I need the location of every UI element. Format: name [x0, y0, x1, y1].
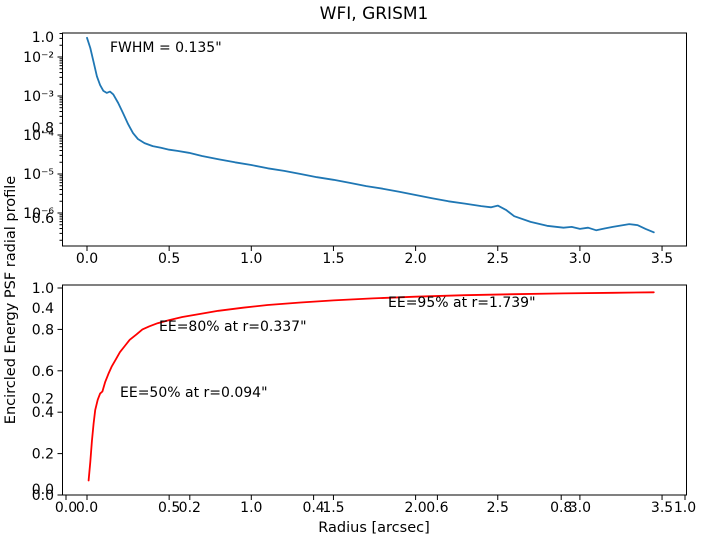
ee-plot-area	[62, 284, 687, 496]
overlay-x-tick-label: 0.6	[426, 500, 448, 516]
overlay-y-tick-label: 0.0	[32, 482, 54, 498]
psf-x-tick-label: 2.0	[404, 251, 426, 267]
ee-x-tick-label: 1.0	[240, 500, 262, 516]
overlay-x-tick-label: 0.4	[302, 500, 324, 516]
fwhm-annotation: FWHM = 0.135"	[110, 40, 222, 56]
overlay-x-tick-label: 0.8	[550, 500, 572, 516]
psf-x-tick-label: 3.0	[569, 251, 591, 267]
ee-x-tick-label: 2.5	[487, 500, 509, 516]
overlay-x-tick-label: 1.0	[674, 500, 696, 516]
axis-ticks: 0.0 0.5 1.0 1.5 2.0 2.5 3.0 3.5 10⁻² 10⁻³ 10⁻⁴ 10⁻⁵…	[23, 30, 696, 516]
psf-y-tick-label: 10⁻⁶	[23, 206, 54, 222]
psf-y-tick-label: 10⁻²	[23, 50, 54, 66]
ee-x-tick-label: 0.5	[158, 500, 180, 516]
ee-x-tick-label: 1.5	[322, 500, 344, 516]
ee-y-tick-label: 0.4	[32, 405, 54, 421]
ee-y-tick-label: 0.6	[32, 364, 54, 380]
ee-x-tick-label: 0.0	[76, 500, 98, 516]
ee-x-tick-label: 3.0	[569, 500, 591, 516]
ee-x-tick-label: 2.0	[404, 500, 426, 516]
chart-title: WFI, GRISM1	[320, 4, 429, 24]
overlay-y-tick-label: 0.6	[32, 211, 54, 227]
ee-y-tick-label: 0.2	[32, 447, 54, 463]
ee50-annotation: EE=50% at r=0.094"	[120, 385, 268, 401]
psf-x-tick-label: 1.0	[240, 251, 262, 267]
psf-plot-area	[62, 32, 687, 247]
overlay-x-tick-label: 0.0	[55, 500, 77, 516]
psf-y-tick-label: 10⁻⁴	[23, 128, 54, 144]
ee-y-tick-label: 0.8	[32, 322, 54, 338]
x-axis-label: Radius [arcsec]	[318, 520, 430, 536]
psf-y-tick-label: 10⁻⁵	[23, 167, 54, 183]
psf-x-tick-label: 0.5	[158, 251, 180, 267]
overlay-y-tick-label: 0.4	[32, 301, 54, 317]
psf-y-tick-label: 10⁻³	[23, 89, 54, 105]
ee-x-tick-label: 3.5	[651, 500, 673, 516]
ee-y-tick-label: 0.0	[32, 488, 54, 504]
overlay-x-tick-label: 0.2	[179, 500, 201, 516]
overlay-y-tick-label: 0.8	[32, 120, 54, 136]
data-curves	[86, 36, 655, 482]
psf-x-tick-label: 2.5	[487, 251, 509, 267]
psf-profile-curve	[86, 36, 655, 234]
psf-x-tick-label: 3.5	[651, 251, 673, 267]
ee-y-tick-label: 1.0	[32, 281, 54, 297]
ee80-annotation: EE=80% at r=0.337"	[159, 319, 307, 335]
y-axis-label: Encircled Energy PSF radial profile	[3, 176, 19, 424]
encircled-energy-curve	[87, 291, 655, 482]
overlay-y-tick-label: 0.2	[32, 392, 54, 408]
psf-x-tick-label: 0.0	[76, 251, 98, 267]
ee95-annotation: EE=95% at r=1.739"	[388, 295, 536, 311]
overlay-y-tick-label: 1.0	[32, 30, 54, 46]
psf-x-tick-label: 1.5	[322, 251, 344, 267]
